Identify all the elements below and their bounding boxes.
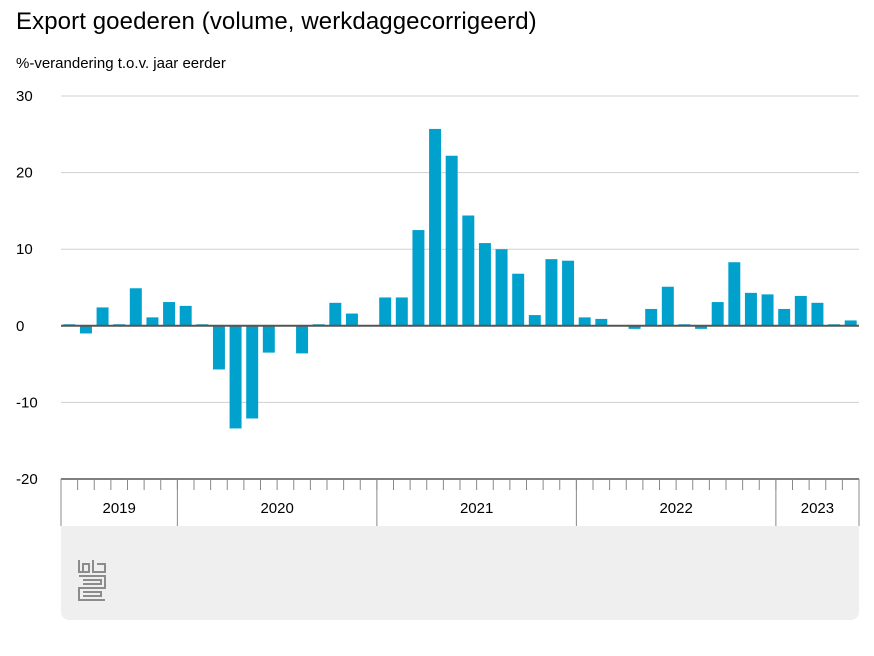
bar[interactable] (96, 307, 109, 326)
year-label: 2019 (103, 500, 136, 517)
bar[interactable] (695, 325, 708, 329)
bar[interactable] (794, 295, 807, 326)
bar[interactable] (595, 318, 608, 326)
cbs-logo-icon (78, 560, 106, 601)
y-tick-label: 20 (16, 165, 33, 182)
y-axis-ticks: 30 20 10 0 -10 -20 (16, 88, 38, 488)
year-label: 2022 (659, 500, 692, 517)
bar[interactable] (179, 305, 192, 326)
footer-panel (61, 526, 859, 620)
bar[interactable] (645, 308, 658, 326)
bar[interactable] (229, 325, 242, 429)
bar[interactable] (246, 325, 259, 419)
y-tick-label: -10 (16, 394, 38, 411)
bar[interactable] (478, 243, 491, 326)
bar[interactable] (512, 273, 525, 326)
x-axis: 2019 2020 2021 2022 2023 (60, 478, 860, 526)
bar[interactable] (345, 313, 358, 326)
bar[interactable] (379, 297, 392, 326)
bar[interactable] (778, 308, 791, 326)
bar[interactable] (761, 294, 774, 326)
bar[interactable] (578, 317, 591, 326)
bar[interactable] (262, 325, 275, 353)
bar[interactable] (661, 286, 674, 326)
bar[interactable] (79, 325, 92, 334)
y-tick-label: 30 (16, 88, 33, 105)
bar[interactable] (329, 302, 342, 326)
bar[interactable] (462, 215, 475, 326)
bar[interactable] (711, 302, 724, 326)
y-tick-label: 10 (16, 241, 33, 258)
year-label: 2023 (801, 500, 834, 517)
year-label: 2020 (260, 500, 293, 517)
y-axis-unit-label: %-verandering t.o.v. jaar eerder (16, 55, 226, 72)
bar[interactable] (129, 288, 142, 326)
bar[interactable] (744, 292, 757, 326)
bar[interactable] (728, 262, 741, 326)
y-tick-label: -20 (16, 471, 38, 488)
bar[interactable] (296, 325, 309, 354)
bar[interactable] (545, 259, 558, 326)
bar[interactable] (811, 302, 824, 326)
bar[interactable] (429, 128, 442, 326)
bar[interactable] (395, 297, 408, 326)
bar[interactable] (163, 302, 176, 326)
bars (63, 128, 857, 429)
bar[interactable] (628, 325, 641, 329)
bar[interactable] (528, 315, 541, 326)
year-label: 2021 (460, 500, 493, 517)
bar[interactable] (212, 325, 225, 370)
y-tick-label: 0 (16, 318, 24, 335)
bar[interactable] (412, 230, 425, 326)
bar[interactable] (844, 320, 857, 326)
bar[interactable] (445, 155, 458, 326)
bar[interactable] (495, 249, 508, 326)
bar[interactable] (146, 317, 159, 326)
chart-title: Export goederen (volume, werkdaggecorrig… (16, 8, 537, 35)
bar[interactable] (562, 260, 575, 326)
